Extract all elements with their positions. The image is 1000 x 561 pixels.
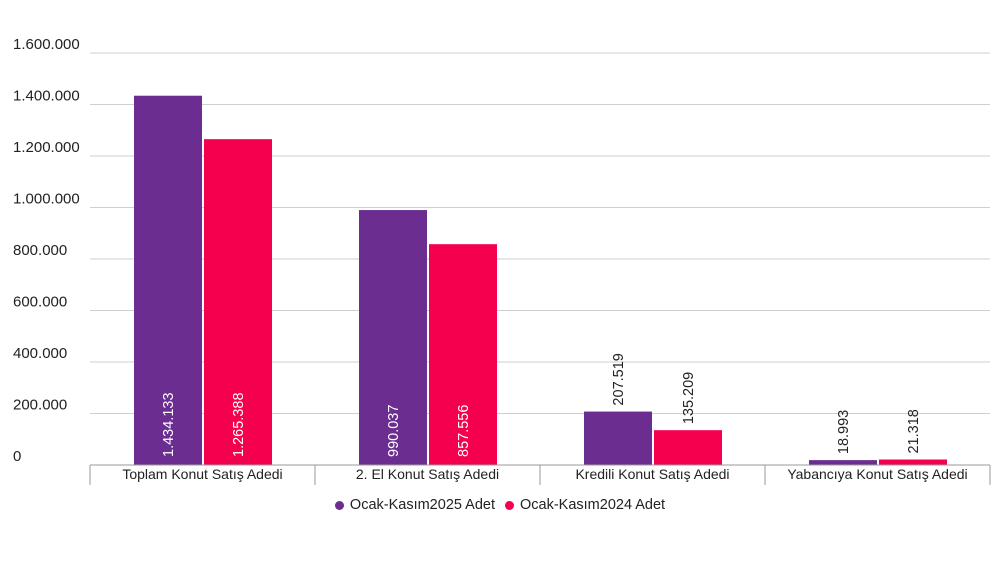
bar-series-1	[359, 210, 427, 465]
bar-series-2	[429, 244, 497, 465]
y-tick-label: 400.000	[13, 345, 67, 362]
x-axis: Toplam Konut Satış Adedi 2. El Konut Satı…	[89, 464, 991, 485]
legend-swatch-series-2	[505, 500, 514, 510]
bar-value-label: 207.519	[611, 353, 627, 405]
y-axis-ticks: 0 200.000 400.000 600.000 800.000 1.000.000 1.…	[13, 36, 80, 465]
y-tick-label: 1.600.000	[13, 36, 80, 53]
legend: Ocak-Kasım2025 Adet Ocak-Kasım2024 Adet	[0, 497, 1000, 513]
x-category-label: 2. El Konut Satış Adedi	[356, 466, 499, 482]
y-tick-label: 600.000	[13, 294, 67, 311]
data-labels: 1.434.133 1.265.388 990.037 857.556 207.519 1…	[161, 353, 922, 457]
y-tick-label: 1.000.000	[13, 191, 80, 208]
y-tick-label: 200.000	[13, 397, 67, 414]
legend-label-series-1: Ocak-Kasım2025 Adet	[349, 497, 495, 513]
legend-item-series-1: Ocak-Kasım2025 Adet	[334, 497, 495, 513]
bar-series-1	[584, 411, 652, 465]
y-tick-label: 1.200.000	[13, 139, 80, 156]
bar-value-label: 1.434.133	[161, 392, 177, 457]
legend-label-series-2: Ocak-Kasım2024 Adet	[520, 497, 666, 513]
bar-value-label: 990.037	[386, 405, 402, 457]
x-category-label: Toplam Konut Satış Adedi	[122, 466, 282, 482]
y-tick-label: 1.400.000	[13, 88, 80, 105]
x-category-label: Kredili Konut Satış Adedi	[575, 466, 729, 482]
x-category-label: Yabancıya Konut Satış Adedi	[787, 466, 967, 482]
legend-item-series-2: Ocak-Kasım2024 Adet	[505, 497, 665, 513]
legend-swatch-series-1	[334, 500, 344, 510]
y-tick-label: 800.000	[13, 242, 67, 259]
bar-value-label: 857.556	[456, 405, 472, 457]
bar-value-label: 21.318	[906, 409, 922, 453]
bar-series-2	[654, 430, 722, 465]
bar-value-label: 18.993	[836, 410, 852, 454]
bars	[134, 95, 947, 465]
y-tick-label: 0	[13, 448, 21, 465]
bar-series-1	[809, 460, 877, 465]
bar-series-2	[879, 459, 947, 465]
bar-series-1	[134, 95, 202, 465]
bar-series-2	[204, 139, 272, 465]
bar-value-label: 1.265.388	[231, 392, 247, 457]
bar-value-label: 135.209	[681, 372, 697, 424]
